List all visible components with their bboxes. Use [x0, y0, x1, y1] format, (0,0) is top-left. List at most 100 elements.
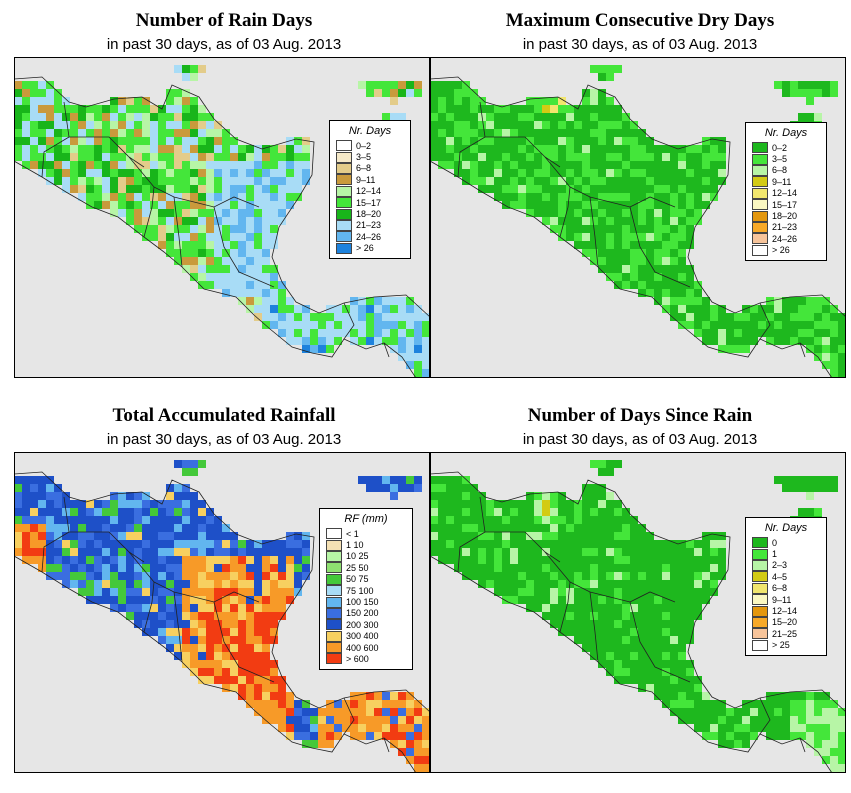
grid-cell — [86, 129, 94, 137]
grid-cell — [206, 137, 214, 145]
grid-cell — [518, 548, 526, 556]
grid-cell — [118, 153, 126, 161]
grid-cell — [630, 121, 638, 129]
grid-cell — [686, 700, 694, 708]
grid-cell — [654, 580, 662, 588]
grid-cell — [430, 145, 438, 153]
grid-cell — [686, 217, 694, 225]
grid-cell — [590, 105, 598, 113]
grid-cell — [670, 185, 678, 193]
grid-cell — [294, 145, 302, 153]
grid-cell — [654, 620, 662, 628]
grid-cell — [230, 580, 238, 588]
grid-cell — [286, 145, 294, 153]
grid-cell — [710, 193, 718, 201]
grid-cell — [414, 764, 422, 772]
grid-cell — [790, 321, 798, 329]
grid-cell — [598, 620, 606, 628]
grid-cell — [142, 516, 150, 524]
grid-cell — [462, 129, 470, 137]
grid-cell — [606, 572, 614, 580]
grid-cell — [302, 305, 310, 313]
grid-cell — [118, 177, 126, 185]
grid-cell — [254, 281, 262, 289]
grid-cell — [422, 764, 430, 772]
grid-cell — [214, 225, 222, 233]
grid-cell — [86, 169, 94, 177]
grid-cell — [710, 169, 718, 177]
grid-cell — [262, 297, 270, 305]
grid-cell — [22, 161, 30, 169]
grid-cell — [606, 201, 614, 209]
grid-cell — [294, 177, 302, 185]
grid-cell — [702, 588, 710, 596]
grid-cell — [70, 185, 78, 193]
grid-cell — [454, 476, 462, 484]
grid-cell — [542, 612, 550, 620]
grid-cell — [662, 241, 670, 249]
grid-cell — [686, 241, 694, 249]
grid-cell — [198, 564, 206, 572]
grid-cell — [238, 145, 246, 153]
grid-cell — [606, 177, 614, 185]
grid-cell — [390, 329, 398, 337]
grid-cell — [462, 492, 470, 500]
grid-cell — [662, 596, 670, 604]
legend-rain-days: Nr. Days 0–2 3–5 6–8 9–11 12–14 15–17 18–20 21–… — [329, 120, 411, 259]
grid-cell — [598, 660, 606, 668]
grid-cell — [838, 337, 846, 345]
grid-cell — [718, 716, 726, 724]
grid-cell — [598, 129, 606, 137]
grid-cell — [166, 129, 174, 137]
grid-cell — [646, 644, 654, 652]
grid-cell — [70, 105, 78, 113]
grid-cell — [678, 580, 686, 588]
grid-cell — [174, 177, 182, 185]
grid-cell — [606, 612, 614, 620]
grid-cell — [118, 492, 126, 500]
grid-cell — [478, 169, 486, 177]
grid-cell — [174, 249, 182, 257]
grid-cell — [142, 121, 150, 129]
grid-cell — [774, 708, 782, 716]
legend-swatch — [752, 176, 768, 188]
grid-cell — [830, 708, 838, 716]
grid-cell — [94, 556, 102, 564]
grid-cell — [390, 113, 398, 121]
grid-cell — [134, 209, 142, 217]
grid-cell — [294, 321, 302, 329]
grid-cell — [174, 121, 182, 129]
grid-cell — [254, 540, 262, 548]
grid-cell — [22, 524, 30, 532]
grid-cell — [678, 297, 686, 305]
grid-cell — [526, 540, 534, 548]
grid-cell — [174, 556, 182, 564]
grid-cell — [134, 612, 142, 620]
grid-cell — [534, 161, 542, 169]
grid-cell — [86, 580, 94, 588]
grid-cell — [550, 548, 558, 556]
grid-cell — [606, 249, 614, 257]
grid-cell — [582, 620, 590, 628]
grid-cell — [270, 145, 278, 153]
grid-cell — [374, 732, 382, 740]
grid-cell — [710, 556, 718, 564]
grid-cell — [582, 612, 590, 620]
grid-cell — [806, 724, 814, 732]
grid-cell — [726, 329, 734, 337]
grid-cell — [270, 305, 278, 313]
legend-label: 50 75 — [346, 574, 369, 585]
grid-cell — [254, 548, 262, 556]
grid-cell — [374, 700, 382, 708]
grid-cell — [702, 716, 710, 724]
grid-cell — [478, 121, 486, 129]
grid-cell — [406, 724, 414, 732]
grid-cell — [46, 129, 54, 137]
grid-cell — [390, 321, 398, 329]
grid-cell — [518, 177, 526, 185]
grid-cell — [630, 644, 638, 652]
grid-cell — [590, 516, 598, 524]
grid-cell — [190, 209, 198, 217]
grid-cell — [622, 564, 630, 572]
grid-cell — [542, 548, 550, 556]
